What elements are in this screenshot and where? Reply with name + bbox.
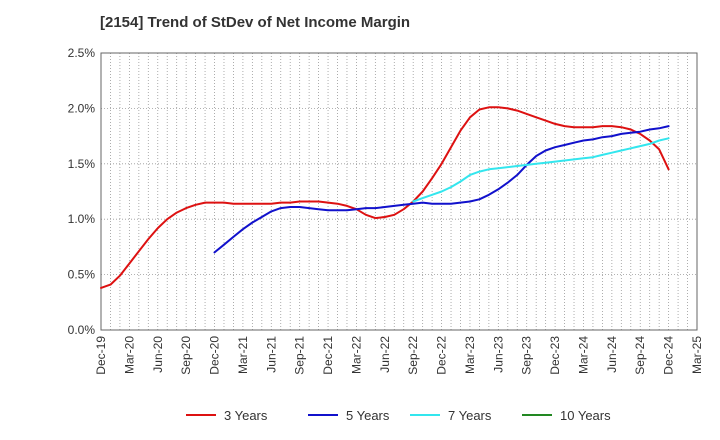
x-tick-label: Sep-22 <box>406 336 420 375</box>
x-tick-label: Mar-23 <box>463 336 477 374</box>
x-tick-label: Sep-24 <box>633 336 647 375</box>
legend-label: 3 Years <box>224 408 268 423</box>
series-line-3-years <box>100 106 670 289</box>
x-tick-label: Sep-23 <box>520 336 534 375</box>
plot-area-frame <box>100 52 698 331</box>
legend-label: 7 Years <box>448 408 492 423</box>
legend: 3 Years 5 Years 7 Years 10 Years <box>186 408 611 423</box>
x-tick-label: Dec-19 <box>94 336 108 375</box>
y-tick-label: 0.0% <box>68 323 96 337</box>
x-tick-label: Jun-24 <box>605 336 619 373</box>
series-line-7-years <box>412 137 670 203</box>
x-tick-label: Jun-20 <box>151 336 165 373</box>
chart-title: [2154] Trend of StDev of Net Income Marg… <box>100 14 411 31</box>
y-tick-label: 1.5% <box>68 157 96 171</box>
x-tick-label: Jun-22 <box>378 336 392 373</box>
x-tick-label: Dec-21 <box>321 336 335 375</box>
x-tick-label: Dec-22 <box>435 336 449 375</box>
series-line-5-years <box>213 125 670 254</box>
y-tick-label: 0.5% <box>68 268 96 282</box>
x-tick-label: Dec-20 <box>208 336 222 375</box>
legend-label: 10 Years <box>560 408 611 423</box>
x-tick-label: Sep-21 <box>293 336 307 375</box>
x-tick-label: Mar-22 <box>349 336 363 374</box>
x-tick-label: Mar-25 <box>690 336 704 374</box>
x-tick-label: Mar-21 <box>236 336 250 374</box>
x-tick-label: Dec-23 <box>548 336 562 375</box>
y-tick-label: 2.5% <box>68 46 96 60</box>
x-tick-label: Jun-21 <box>264 336 278 373</box>
y-gridlines <box>101 52 697 331</box>
x-tick-label: Sep-20 <box>179 336 193 375</box>
legend-label: 5 Years <box>346 408 390 423</box>
x-tick-label: Jun-23 <box>491 336 505 373</box>
x-tick-label: Mar-20 <box>122 336 136 374</box>
x-gridlines <box>100 53 698 330</box>
y-tick-label: 1.0% <box>68 212 96 226</box>
y-tick-label: 2.0% <box>68 101 96 115</box>
x-tick-label: Mar-24 <box>576 336 590 374</box>
x-tick-label: Dec-24 <box>662 336 676 375</box>
